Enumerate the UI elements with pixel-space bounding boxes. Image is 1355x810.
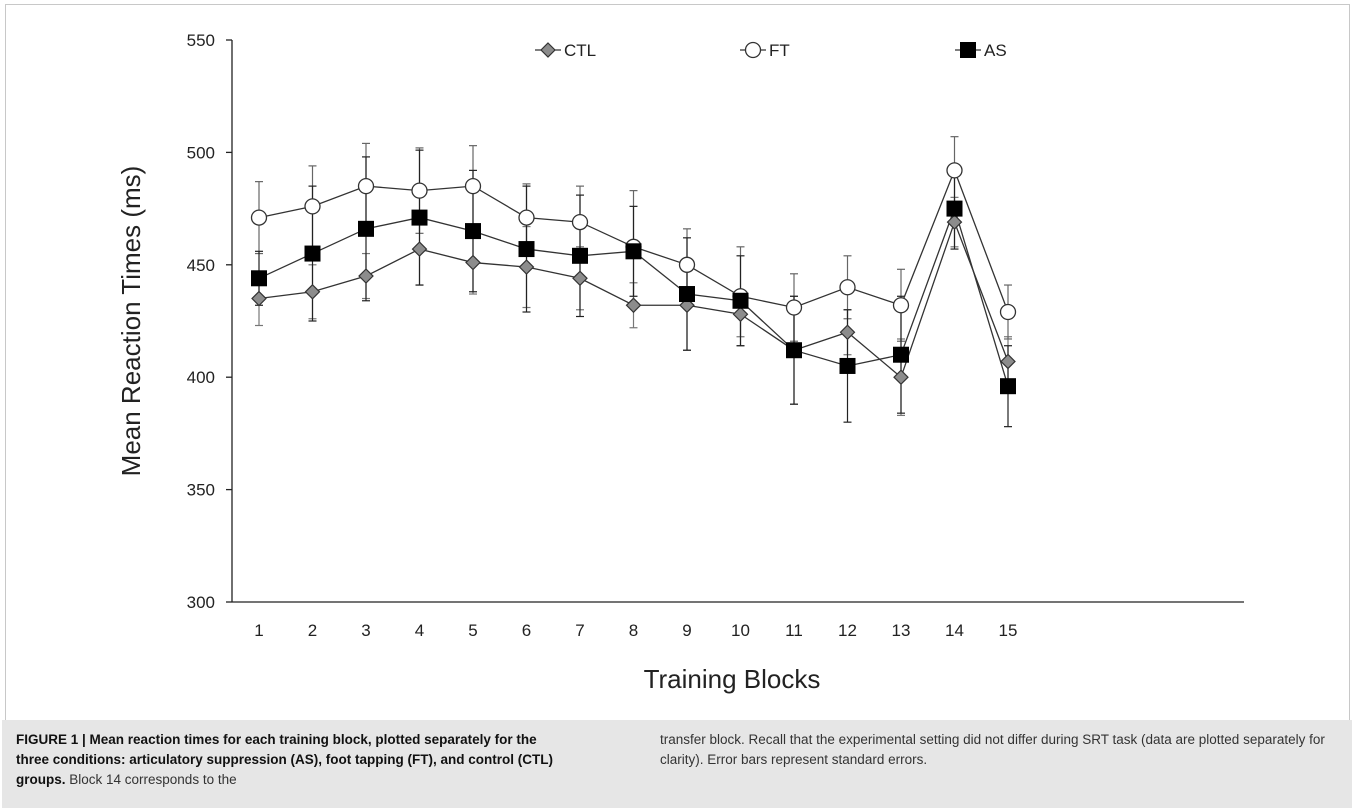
x-tick-label: 14 <box>945 621 964 640</box>
x-tick-label: 5 <box>468 621 477 640</box>
x-tick-label: 1 <box>254 621 263 640</box>
point-as <box>251 270 267 287</box>
legend-marker-ft <box>744 41 762 59</box>
y-axis-label: Mean Reaction Times (ms) <box>116 166 146 477</box>
y-tick-label: 500 <box>187 143 215 162</box>
point-ft <box>464 177 482 195</box>
point-ctl <box>358 268 374 284</box>
point-ft <box>785 299 803 316</box>
point-as <box>1000 378 1016 395</box>
point-as <box>893 346 909 363</box>
caption-bold-title: FIGURE 1 | Mean reaction times for each … <box>16 732 553 787</box>
point-as <box>625 243 642 260</box>
point-ctl <box>839 324 856 341</box>
point-as <box>411 209 428 226</box>
point-ft <box>250 209 268 226</box>
x-ticks: 1 2 3 4 5 6 7 8 9 10 11 12 13 14 15 <box>254 621 1017 640</box>
point-ctl <box>518 259 535 275</box>
legend: CTL FT AS <box>535 41 1007 60</box>
x-tick-label: 6 <box>522 621 531 640</box>
point-as <box>839 357 856 374</box>
legend-marker-as <box>960 42 976 58</box>
point-ctl <box>625 297 642 314</box>
y-tick-label: 300 <box>187 593 215 612</box>
caption-left-column: FIGURE 1 | Mean reaction times for each … <box>16 730 561 790</box>
point-ft <box>304 198 321 215</box>
y-tick-label: 350 <box>187 481 215 500</box>
x-tick-label: 8 <box>629 621 638 640</box>
legend-label-ctl: CTL <box>564 41 596 60</box>
x-tick-label: 2 <box>308 621 317 640</box>
point-ft <box>946 162 963 179</box>
point-as <box>518 241 535 258</box>
point-ft <box>892 297 910 314</box>
point-as <box>946 200 963 217</box>
point-ft <box>357 177 375 195</box>
point-as <box>572 247 588 264</box>
legend-label-ft: FT <box>769 41 790 60</box>
point-ft <box>839 279 856 296</box>
point-as <box>786 342 802 359</box>
x-tick-label: 7 <box>575 621 584 640</box>
point-ft <box>518 209 535 226</box>
point-as <box>358 220 374 237</box>
point-ctl <box>572 270 588 287</box>
point-ctl <box>465 254 481 271</box>
x-axis-label: Training Blocks <box>644 664 821 694</box>
figure-caption: FIGURE 1 | Mean reaction times for each … <box>2 720 1352 808</box>
x-tick-label: 3 <box>361 621 370 640</box>
x-tick-label: 12 <box>838 621 857 640</box>
caption-right-text: transfer block. Recall that the experime… <box>660 732 1325 767</box>
point-ctl <box>304 283 321 300</box>
caption-right-column: transfer block. Recall that the experime… <box>660 730 1340 770</box>
point-as <box>732 292 749 309</box>
x-tick-label: 11 <box>785 621 803 640</box>
point-ctl <box>946 214 963 230</box>
y-tick-label: 450 <box>187 256 215 275</box>
point-ft <box>411 182 428 199</box>
caption-left-text: Block 14 corresponds to the <box>65 772 237 787</box>
x-tick-label: 13 <box>892 621 911 640</box>
y-tick-label: 550 <box>187 31 215 50</box>
point-ctl <box>893 369 909 386</box>
x-tick-label: 10 <box>731 621 750 640</box>
y-tick-label: 400 <box>187 368 215 387</box>
point-ctl <box>251 290 267 307</box>
point-ft <box>999 303 1017 321</box>
y-ticks: 300 350 400 450 500 550 <box>187 31 232 612</box>
point-as <box>465 223 481 240</box>
x-tick-label: 9 <box>682 621 691 640</box>
series-markers <box>250 162 1017 395</box>
point-ft <box>678 256 696 273</box>
x-tick-label: 15 <box>999 621 1018 640</box>
x-tick-label: 4 <box>415 621 424 640</box>
point-ctl <box>1000 353 1016 370</box>
legend-marker-ctl <box>540 42 556 58</box>
point-ctl <box>732 306 749 323</box>
point-as <box>679 286 695 303</box>
legend-label-as: AS <box>984 41 1007 60</box>
point-ft <box>571 213 589 231</box>
point-as <box>304 245 321 262</box>
point-ctl <box>411 241 428 257</box>
